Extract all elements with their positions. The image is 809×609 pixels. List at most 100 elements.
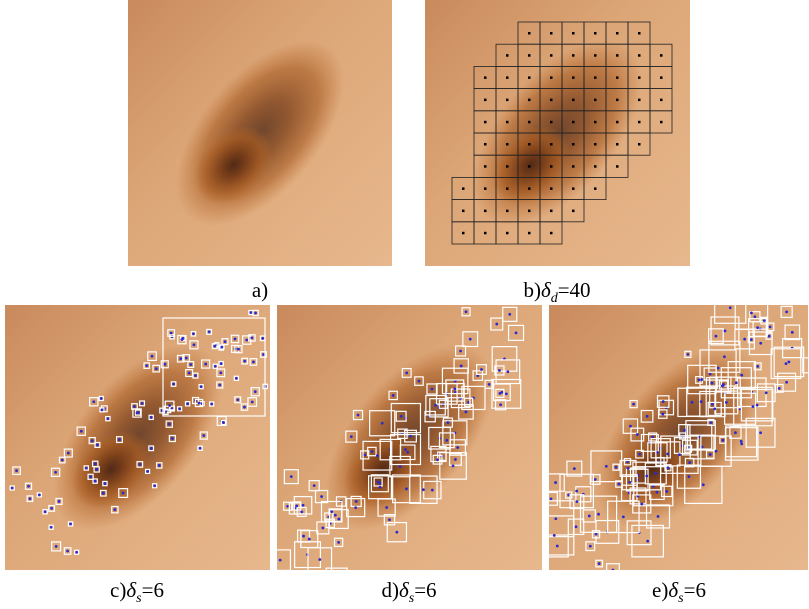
keypoint [709, 373, 712, 376]
keypoint [778, 387, 781, 390]
keypoint [50, 526, 53, 529]
caption-symbol: δ [541, 278, 551, 302]
keypoint [765, 391, 768, 394]
keypoint [224, 340, 227, 343]
keypoint [202, 434, 205, 437]
keypoint [431, 388, 434, 391]
keypoint [667, 466, 670, 469]
keypoint [193, 343, 196, 346]
caption-value: =6 [142, 578, 164, 602]
keypoint [133, 405, 136, 408]
grid-dot [616, 165, 619, 168]
keypoint [640, 503, 643, 506]
keypoint [702, 483, 705, 486]
keypoint [254, 390, 257, 393]
keypoint [656, 451, 659, 454]
image-content [270, 305, 542, 589]
grid-dot [462, 232, 465, 235]
keypoint [691, 401, 694, 404]
keypoint [722, 439, 725, 442]
keypoint [106, 417, 109, 420]
keypoint [354, 506, 357, 509]
grid-dot [506, 187, 509, 190]
keypoint [459, 350, 462, 353]
keypoint [234, 338, 237, 341]
keypoint-box [595, 576, 602, 583]
keypoint [334, 514, 337, 517]
keypoint [69, 523, 72, 526]
keypoint [363, 453, 366, 456]
grid-dot [550, 32, 553, 35]
keypoint [700, 400, 703, 403]
keypoint-box [191, 300, 195, 304]
grid-dot [594, 143, 597, 146]
keypoint [434, 404, 437, 407]
keypoint [499, 403, 502, 406]
grid-dot [638, 121, 641, 124]
grid-dot [616, 76, 619, 79]
keypoint [597, 513, 600, 516]
grid-dot [572, 210, 575, 213]
keypoint [646, 415, 649, 418]
grid-dot [550, 187, 553, 190]
keypoint [302, 535, 305, 538]
keypoint [612, 569, 615, 572]
grid-dot [660, 76, 663, 79]
keypoint [321, 527, 324, 530]
grid-dot [572, 76, 575, 79]
grid-dot [550, 121, 553, 124]
keypoint [495, 323, 498, 326]
grid-dot [484, 121, 487, 124]
keypoint [588, 515, 591, 518]
grid-dot [594, 165, 597, 168]
keypoint [753, 315, 756, 318]
keypoint [575, 490, 578, 493]
grid-dot [616, 32, 619, 35]
figure-images [0, 0, 809, 609]
keypoint [337, 518, 340, 521]
grid-dot [594, 32, 597, 35]
keypoint [214, 365, 217, 368]
grid-dot [506, 121, 509, 124]
keypoint [388, 518, 391, 521]
keypoint [785, 310, 788, 313]
keypoint [251, 337, 254, 340]
keypoint [595, 533, 598, 536]
grid-dot [550, 143, 553, 146]
keypoint [768, 335, 771, 338]
keypoint [710, 382, 713, 385]
keypoint [381, 422, 384, 425]
keypoint [50, 507, 53, 510]
keypoint [171, 437, 174, 440]
keypoint [308, 538, 311, 541]
keypoint [687, 353, 690, 356]
keypoint [38, 493, 41, 496]
skin-image [270, 305, 542, 589]
keypoint [399, 465, 402, 468]
keypoint [645, 475, 648, 478]
keypoint [709, 453, 712, 456]
keypoint [406, 451, 409, 454]
keypoint [465, 310, 468, 313]
grid-dot [528, 76, 531, 79]
grid-dot [572, 54, 575, 57]
skin-image [128, 0, 392, 266]
keypoint [688, 461, 691, 464]
keypoint [515, 331, 518, 334]
keypoint [715, 450, 718, 453]
keypoint [54, 471, 57, 474]
keypoint [661, 413, 664, 416]
keypoint [178, 407, 181, 410]
keypoint [740, 442, 743, 445]
keypoint [85, 467, 88, 470]
keypoint [498, 392, 501, 395]
grid-dot [462, 210, 465, 213]
grid-dot [528, 210, 531, 213]
keypoint [249, 311, 252, 314]
keypoint [498, 369, 501, 372]
keypoint [400, 415, 403, 418]
grid-dot [572, 32, 575, 35]
keypoint [436, 458, 439, 461]
keypoint [172, 383, 175, 386]
keypoint [756, 326, 759, 329]
